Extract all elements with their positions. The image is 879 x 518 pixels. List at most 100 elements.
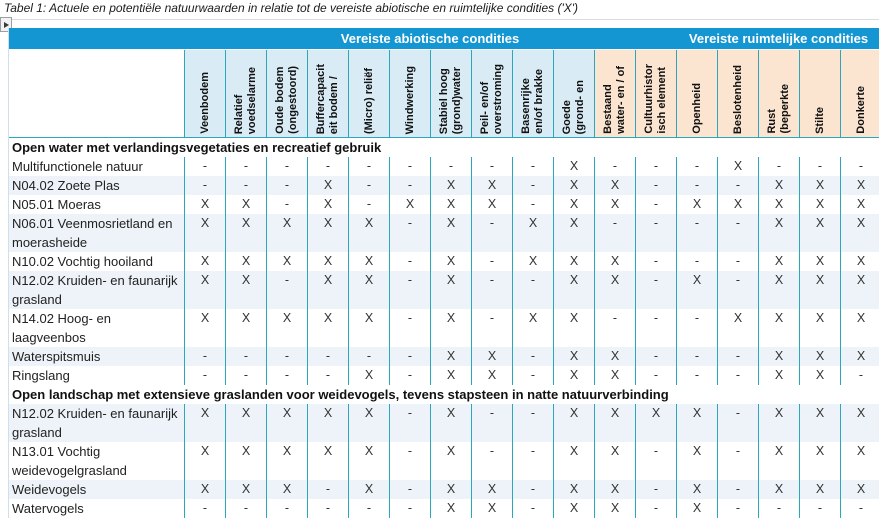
table-row: Waterspitsmuis - - - - - - X X - X X - - - X X X	[9, 347, 879, 366]
value-cell: X	[184, 214, 225, 252]
value-cell: X	[430, 499, 471, 518]
value-cell: -	[266, 499, 307, 518]
value-cell: X	[184, 442, 225, 480]
column-header-label: Buffercapacit eit bodem /	[315, 63, 340, 134]
value-cell: X	[553, 442, 594, 480]
value-cell: X	[553, 176, 594, 195]
value-cell: -	[348, 176, 389, 195]
table-row: N13.01 Vochtig weidevogelgrasland X X X X X - X…	[9, 442, 879, 480]
value-cell: -	[471, 157, 512, 176]
value-cell: -	[266, 347, 307, 366]
value-cell: -	[717, 480, 758, 499]
value-cell: X	[266, 480, 307, 499]
column-header-label: Veenbodem	[198, 72, 211, 134]
value-cell: -	[717, 214, 758, 252]
value-cell: X	[225, 404, 266, 442]
row-label: N13.01 Vochtig weidevogelgrasland	[12, 444, 127, 478]
value-cell: X	[676, 480, 717, 499]
column-header-label: Basenrijke en/of brakke	[520, 69, 545, 134]
value-cell: -	[389, 442, 430, 480]
value-cell: X	[430, 442, 471, 480]
value-cell: -	[512, 271, 553, 309]
value-cell: X	[553, 480, 594, 499]
value-cell: -	[348, 157, 389, 176]
group-header-abiotic: Vereiste abiotische condities	[340, 31, 520, 46]
value-cell: X	[471, 347, 512, 366]
table-row: Ringslang - - - - X - X X - X X - - - X X -	[9, 366, 879, 385]
value-cell: -	[184, 157, 225, 176]
row-label: N12.02 Kruiden- en faunarijk grasland	[12, 273, 178, 307]
column-header-label: Relatief voedselarme	[233, 66, 258, 134]
value-cell: X	[840, 252, 879, 271]
value-cell: -	[799, 499, 840, 518]
table-grid: Veenbodem Relatief voedselarme Oude bodem …	[9, 49, 879, 518]
column-header-label: Rust (beperkte	[766, 84, 791, 134]
value-cell: -	[225, 366, 266, 385]
value-cell: X	[594, 404, 635, 442]
value-cell: -	[512, 366, 553, 385]
value-cell: X	[676, 442, 717, 480]
value-cell: X	[758, 176, 799, 195]
value-cell: -	[512, 404, 553, 442]
value-cell: -	[266, 157, 307, 176]
value-cell: X	[840, 442, 879, 480]
value-cell: X	[430, 347, 471, 366]
value-cell: X	[553, 252, 594, 271]
value-cell: X	[840, 195, 879, 214]
section-header: Open water met verlandingsvegetaties en …	[9, 138, 879, 157]
value-cell: X	[307, 442, 348, 480]
row-label: N12.02 Kruiden- en faunarijk grasland	[12, 406, 178, 440]
value-cell: X	[840, 271, 879, 309]
value-cell: -	[266, 195, 307, 214]
value-cell: X	[717, 309, 758, 347]
column-header: Oude bodem (ongestoord)	[266, 50, 307, 137]
column-header: (Micro) reliëf	[348, 50, 389, 137]
column-header-label: Oude bodem (ongestoord)	[274, 66, 299, 134]
table-row: N12.02 Kruiden- en faunarijk grasland X X X…	[9, 404, 879, 442]
value-cell: -	[307, 157, 348, 176]
value-cell: X	[225, 442, 266, 480]
value-cell: -	[717, 176, 758, 195]
column-header-label: Goede (grond- en	[561, 79, 586, 134]
value-cell: X	[471, 195, 512, 214]
value-cell: X	[676, 404, 717, 442]
table-row: N05.01 Moeras X X - X - X X X - X X - X X X X X	[9, 195, 879, 214]
value-cell: -	[635, 195, 676, 214]
column-header: Veenbodem	[184, 50, 225, 137]
column-header: Openheid	[676, 50, 717, 137]
row-label: N04.02 Zoete Plas	[12, 178, 120, 193]
value-cell: X	[553, 347, 594, 366]
value-cell: -	[717, 271, 758, 309]
value-cell: X	[225, 195, 266, 214]
value-cell: X	[389, 195, 430, 214]
value-cell: -	[389, 366, 430, 385]
value-cell: X	[840, 404, 879, 442]
value-cell: -	[389, 499, 430, 518]
value-cell: -	[389, 271, 430, 309]
value-cell: -	[717, 252, 758, 271]
value-cell: X	[348, 480, 389, 499]
group-header-spatial: Vereiste ruimtelijke condities	[688, 31, 869, 46]
value-cell: -	[840, 366, 879, 385]
value-cell: -	[471, 252, 512, 271]
table-row: N10.02 Vochtig hooiland X X X X X - X - X X X - - - X X X	[9, 252, 879, 271]
value-cell: -	[594, 309, 635, 347]
value-cell: -	[635, 309, 676, 347]
value-cell: X	[348, 442, 389, 480]
row-label: Waterspitsmuis	[12, 349, 101, 364]
value-cell: X	[594, 176, 635, 195]
column-header-label: Windwerking	[403, 65, 416, 134]
value-cell: X	[840, 214, 879, 252]
value-cell: X	[553, 214, 594, 252]
value-cell: -	[799, 157, 840, 176]
value-cell: -	[389, 480, 430, 499]
column-header-label: (Micro) reliëf	[362, 67, 375, 134]
value-cell: -	[635, 366, 676, 385]
value-cell: -	[512, 480, 553, 499]
triangle-icon	[3, 21, 9, 28]
value-cell: -	[389, 252, 430, 271]
value-cell: -	[717, 404, 758, 442]
value-cell: X	[799, 271, 840, 309]
value-cell: X	[512, 214, 553, 252]
value-cell: -	[635, 442, 676, 480]
